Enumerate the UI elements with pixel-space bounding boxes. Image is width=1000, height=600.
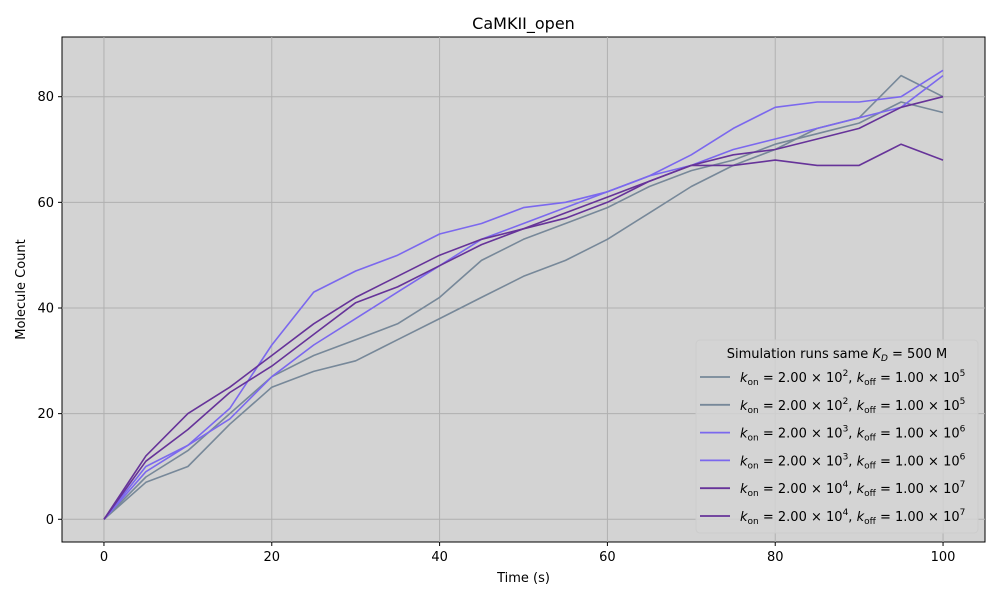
x-tick-label: 20 (263, 550, 280, 565)
y-tick-label: 0 (46, 513, 54, 528)
x-tick-label: 60 (599, 550, 616, 565)
y-tick-label: 40 (37, 301, 54, 316)
y-tick-label: 80 (37, 90, 54, 105)
legend-title: Simulation runs same KD = 500 M (727, 347, 947, 364)
legend-entry-label: kon = 2.00 × 102, koff = 1.00 × 105 (740, 397, 965, 416)
chart-title: CaMKII_open (472, 14, 575, 34)
y-tick-label: 60 (37, 196, 54, 211)
y-axis-title: Molecule Count (14, 239, 29, 340)
x-tick-label: 40 (431, 550, 448, 565)
legend-entry-label: kon = 2.00 × 102, koff = 1.00 × 105 (740, 369, 965, 388)
legend: Simulation runs same KD = 500 M kon = 2.… (696, 340, 978, 533)
legend-entry-label: kon = 2.00 × 103, koff = 1.00 × 106 (740, 425, 966, 444)
y-tick-label: 20 (37, 407, 54, 422)
legend-entry-label: kon = 2.00 × 104, koff = 1.00 × 107 (740, 508, 965, 527)
x-axis-title: Time (s) (496, 571, 550, 586)
x-tick-label: 0 (100, 550, 108, 565)
legend-entry-label: kon = 2.00 × 103, koff = 1.00 × 106 (740, 452, 966, 471)
x-tick-label: 100 (931, 550, 956, 565)
x-tick-label: 80 (767, 550, 784, 565)
legend-entry-label: kon = 2.00 × 104, koff = 1.00 × 107 (740, 480, 965, 499)
